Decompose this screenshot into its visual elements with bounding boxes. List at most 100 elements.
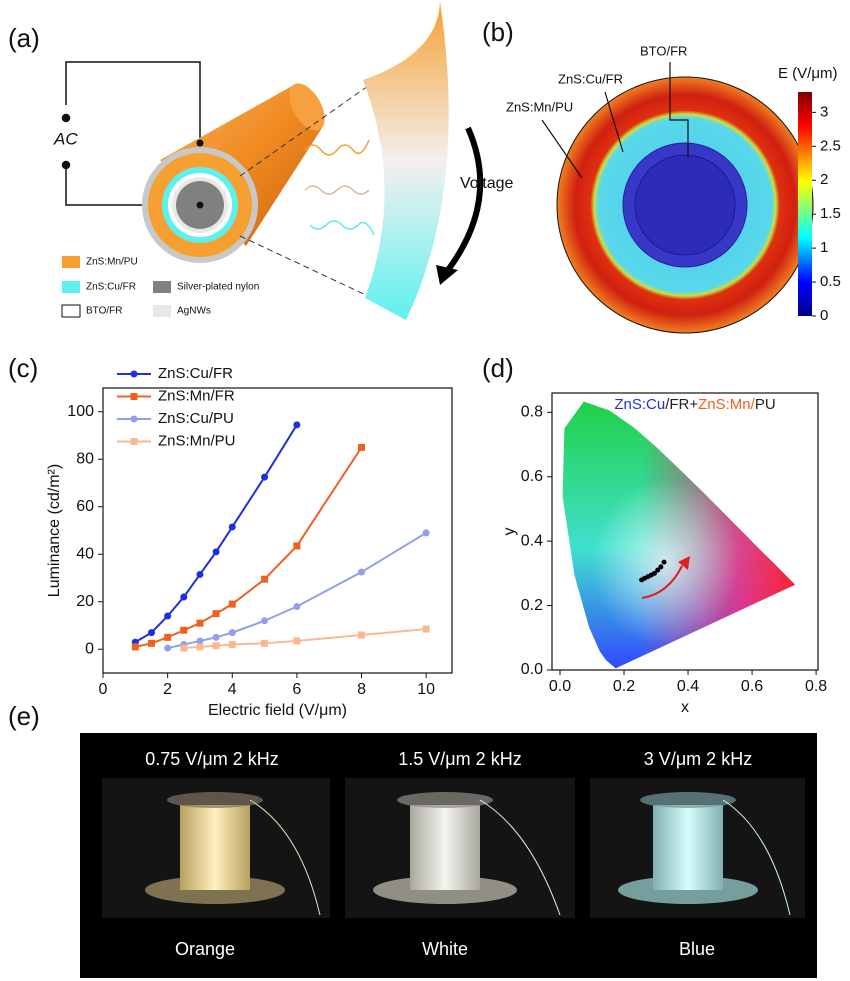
marker bbox=[261, 617, 269, 625]
marker bbox=[293, 603, 301, 610]
title-segment: ZnS:Mn/ bbox=[698, 396, 756, 413]
legend-label: ZnS:Mn/PU bbox=[158, 432, 236, 449]
x-tick-label: 4 bbox=[228, 681, 237, 698]
trend-arrow bbox=[641, 556, 690, 599]
chart-title: ZnS:Cu/FR+ZnS:Mn/PU bbox=[614, 396, 775, 413]
marker bbox=[228, 641, 236, 648]
marker bbox=[212, 610, 220, 618]
marker bbox=[261, 639, 269, 647]
photo-label: Orange bbox=[175, 939, 235, 959]
marker bbox=[293, 421, 301, 429]
colorbar-tick-label: 1 bbox=[820, 239, 828, 256]
colorbar-ticks: 0 0.5 1 1.5 2 2.5 3 bbox=[812, 103, 841, 324]
marker bbox=[131, 643, 139, 651]
legend-swatch bbox=[153, 305, 171, 317]
legend-swatch bbox=[62, 256, 80, 268]
fiber bbox=[142, 2, 484, 320]
marker bbox=[147, 629, 155, 637]
legend-marker bbox=[130, 438, 138, 445]
field-map bbox=[541, 62, 814, 334]
title-segment: /FR+ bbox=[665, 396, 698, 413]
photo-label: White bbox=[422, 939, 468, 959]
legend-marker bbox=[130, 370, 138, 378]
photo-caption: 0.75 V/μm 2 kHz bbox=[145, 749, 278, 769]
marker bbox=[655, 567, 661, 573]
voltage-label: Voltage bbox=[460, 175, 513, 192]
title-segment: ZnS:Cu bbox=[614, 396, 665, 413]
legend-swatch bbox=[61, 304, 81, 318]
series-line bbox=[167, 532, 427, 650]
y-tick-label: 0.0 bbox=[521, 661, 543, 678]
legend-swatch bbox=[62, 281, 80, 293]
y-axis-label: y bbox=[501, 528, 518, 536]
marker bbox=[212, 633, 220, 641]
colorbar-tick-label: 2.5 bbox=[820, 137, 841, 154]
y-tick-label: 20 bbox=[76, 593, 94, 610]
photo bbox=[102, 778, 330, 918]
marker bbox=[180, 626, 188, 634]
legend-label: AgNWs bbox=[177, 306, 211, 317]
marker bbox=[422, 529, 430, 537]
x-tick-label: 2 bbox=[163, 681, 172, 698]
y-tick-label: 0.6 bbox=[521, 468, 543, 485]
series-line bbox=[134, 424, 298, 643]
x-tick-label: 0.6 bbox=[741, 678, 763, 695]
marker bbox=[196, 643, 204, 651]
colorbar-tick-label: 1.5 bbox=[820, 205, 841, 222]
colorbar-tick-label: 2 bbox=[820, 171, 828, 188]
x-tick-label: 0.8 bbox=[805, 678, 827, 695]
photo-label: Blue bbox=[679, 939, 715, 959]
marker bbox=[358, 631, 366, 639]
legend-swatch bbox=[153, 281, 171, 293]
legend-marker bbox=[130, 393, 138, 400]
layer-label: ZnS:Cu/FR bbox=[558, 71, 623, 86]
photo bbox=[345, 778, 575, 918]
legend-label: ZnS:Mn/PU bbox=[86, 257, 138, 268]
cie-diagram bbox=[562, 401, 796, 669]
legend-label: ZnS:Cu/FR bbox=[86, 282, 136, 293]
marker bbox=[358, 568, 366, 576]
marker bbox=[422, 625, 430, 633]
colorbar bbox=[798, 92, 812, 316]
marker bbox=[261, 473, 269, 481]
legend-label: BTO/FR bbox=[86, 306, 122, 317]
plot-frame bbox=[551, 392, 819, 671]
marker bbox=[658, 564, 664, 570]
x-tick-label: 10 bbox=[417, 681, 435, 698]
marker bbox=[180, 593, 188, 601]
x-axis-label: Electric field (V/μm) bbox=[208, 702, 347, 719]
y-tick-label: 0.8 bbox=[521, 404, 543, 421]
marker bbox=[164, 644, 172, 652]
legend-label: Silver-plated nylon bbox=[177, 282, 259, 293]
x-tick-label: 6 bbox=[292, 681, 301, 698]
colorbar-tick-label: 0 bbox=[820, 307, 828, 324]
y-tick-label: 0.2 bbox=[521, 597, 543, 614]
layer-label: BTO/FR bbox=[640, 43, 687, 58]
marker bbox=[228, 629, 236, 637]
colorbar-tick-label: 3 bbox=[820, 103, 828, 120]
x-tick-label: 8 bbox=[357, 681, 366, 698]
y-tick-label: 80 bbox=[76, 450, 94, 467]
marker bbox=[293, 637, 301, 645]
series-line bbox=[135, 446, 363, 648]
marker bbox=[212, 642, 220, 650]
x-tick-label: 0 bbox=[99, 681, 108, 698]
panel-label: (e) bbox=[8, 701, 40, 731]
marker bbox=[196, 619, 204, 627]
layer-label: ZnS:Mn/PU bbox=[506, 99, 573, 114]
marker bbox=[212, 548, 220, 556]
y-tick-label: 100 bbox=[67, 403, 94, 420]
x-tick-label: 0.2 bbox=[613, 678, 635, 695]
y-axis-label: Luminance (cd/m²) bbox=[46, 464, 63, 597]
title-segment: PU bbox=[755, 396, 776, 413]
colorbar-tick-label: 0.5 bbox=[820, 273, 841, 290]
x-axis-label: x bbox=[681, 699, 689, 716]
marker bbox=[164, 612, 172, 620]
ac-label: AC bbox=[53, 129, 78, 148]
panel-label: (b) bbox=[482, 17, 514, 47]
marker bbox=[651, 570, 657, 576]
photo bbox=[590, 778, 805, 918]
marker bbox=[261, 575, 269, 583]
